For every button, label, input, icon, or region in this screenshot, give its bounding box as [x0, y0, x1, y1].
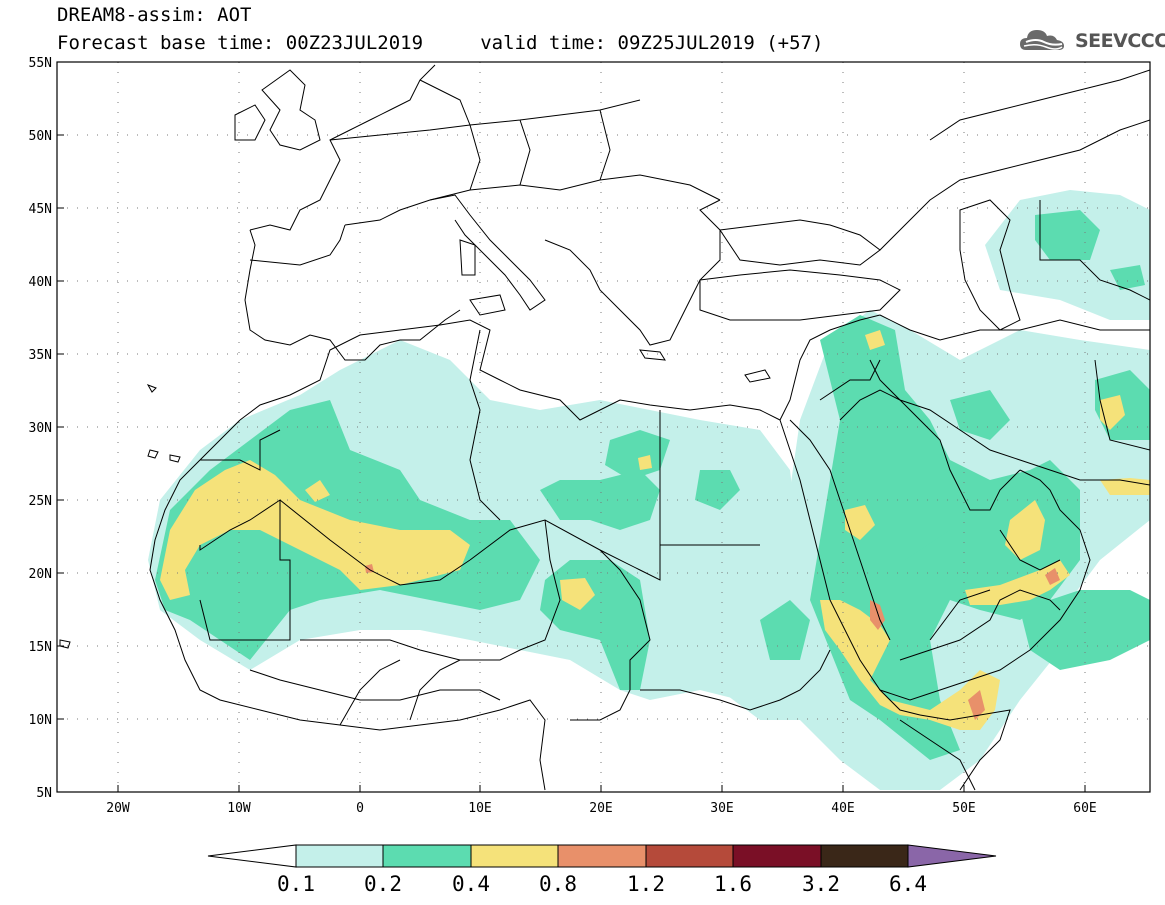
colorbar-label: 0.1 — [277, 872, 315, 896]
latitude-labels: 55N 50N 45N 40N 35N 30N 25N 20N 15N 10N … — [29, 56, 52, 801]
forecast-time-line: Forecast base time: 00Z23JUL2019 valid t… — [57, 32, 824, 54]
logo-text: SEEVCCC — [1075, 30, 1165, 52]
colorbar-label: 6.4 — [889, 872, 927, 896]
map-title: DREAM8-assim: AOT — [57, 4, 252, 26]
colorbar-box — [295, 844, 384, 868]
lat-label: 20N — [29, 567, 52, 582]
colorbar-box — [820, 844, 909, 868]
lon-label: 40E — [831, 801, 854, 816]
lon-label: 20W — [106, 801, 130, 816]
lat-label: 40N — [29, 275, 52, 290]
colorbar-labels: 0.1 0.2 0.4 0.8 1.2 1.6 3.2 6.4 — [277, 872, 927, 896]
lon-label: 20E — [589, 801, 612, 816]
colorbar-label: 0.4 — [452, 872, 490, 896]
lat-label: 15N — [29, 640, 52, 655]
longitude-labels: 20W 10W 0 10E 20E 30E 40E 50E 60E — [106, 801, 1096, 816]
colorbar-label: 3.2 — [802, 872, 840, 896]
aot-shading — [148, 190, 1150, 790]
lat-label: 25N — [29, 494, 52, 509]
lat-label: 35N — [29, 348, 52, 363]
colorbar-label: 1.6 — [714, 872, 752, 896]
lon-label: 0 — [356, 801, 364, 816]
lat-label: 30N — [29, 421, 52, 436]
graticule — [57, 62, 1150, 792]
lat-label: 55N — [29, 56, 52, 71]
colorbar-label: 1.2 — [627, 872, 665, 896]
cloud-logo-icon — [1020, 30, 1064, 50]
colorbar-box — [470, 844, 559, 868]
lon-label: 10E — [468, 801, 491, 816]
colorbar-label: 0.2 — [364, 872, 402, 896]
lon-label: 50E — [952, 801, 975, 816]
coastlines-and-borders — [59, 64, 1150, 791]
lat-label: 45N — [29, 202, 52, 217]
colorbar-box — [732, 844, 822, 868]
colorbar-box — [557, 844, 647, 868]
lat-label: 10N — [29, 713, 52, 728]
colorbar-low-arrow — [207, 844, 297, 868]
colorbar-box — [382, 844, 472, 868]
colorbar-box — [645, 844, 734, 868]
lat-label: 5N — [36, 786, 52, 801]
lat-label: 50N — [29, 129, 52, 144]
colorbar-high-arrow — [907, 844, 997, 868]
colorbar-label: 0.8 — [539, 872, 577, 896]
lon-label: 10W — [227, 801, 251, 816]
lon-label: 60E — [1073, 801, 1096, 816]
lon-label: 30E — [710, 801, 733, 816]
map-frame — [57, 62, 1150, 792]
colorbar — [207, 844, 997, 868]
